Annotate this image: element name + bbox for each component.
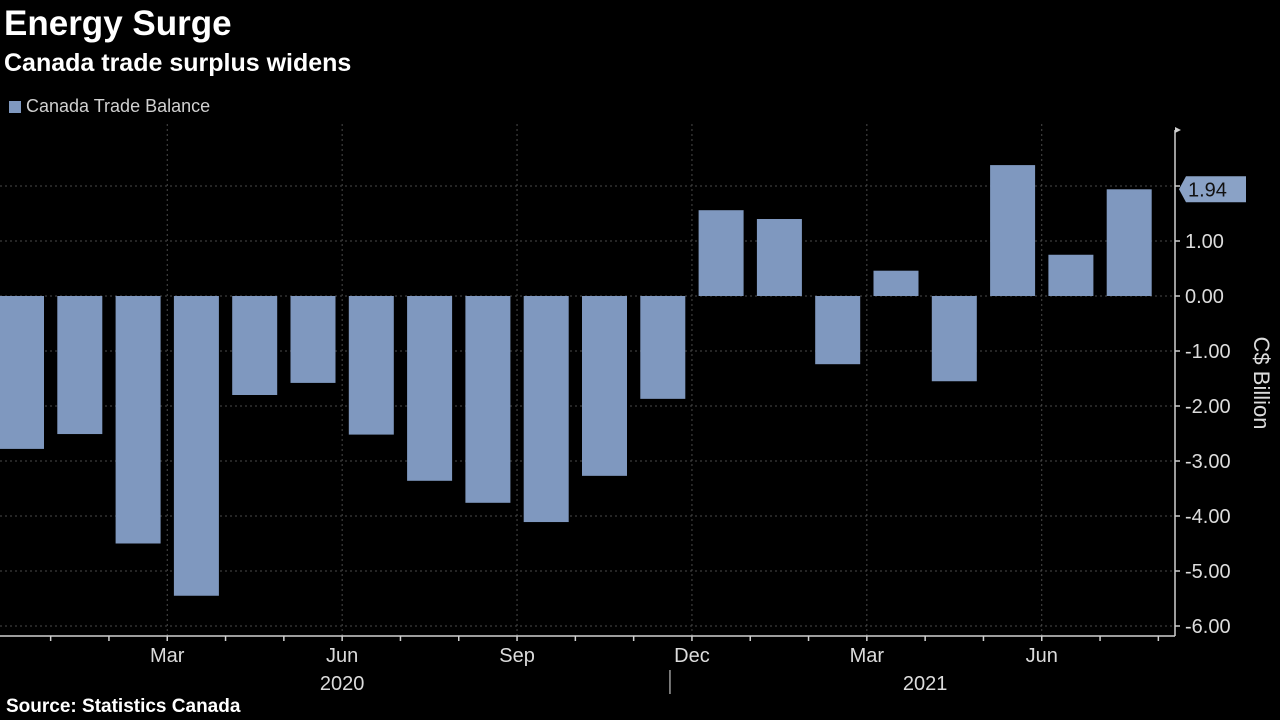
bar-2021-04 (873, 270, 919, 296)
bar-2020-09 (465, 296, 511, 503)
bar-2020-08 (407, 296, 453, 481)
x-month-label-3: Dec (674, 645, 710, 667)
source-note: Source: Statistics Canada (6, 696, 241, 717)
y-tick-label-5: -1.00 (1185, 341, 1231, 363)
y-tick-label-1: -5.00 (1185, 561, 1231, 583)
bar-2021-06 (990, 165, 1036, 296)
bar-2021-07 (1048, 254, 1094, 296)
x-month-label-5: Jun (1026, 645, 1058, 667)
bar-2020-10 (523, 296, 569, 523)
bar-2021-02 (756, 219, 802, 296)
legend-swatch (9, 100, 21, 113)
chart-subtitle: Canada trade surplus widens (4, 49, 352, 77)
x-year-label-0: 2020 (320, 673, 365, 695)
x-month-label-2: Sep (499, 645, 535, 667)
chart-title: Energy Surge (4, 4, 232, 43)
y-tick-label-3: -3.00 (1185, 451, 1231, 473)
bar-2020-03 (115, 296, 161, 544)
x-month-label-1: Jun (326, 645, 358, 667)
y-tick-label-6: 0.00 (1185, 286, 1224, 308)
bar-2020-02 (57, 296, 103, 435)
x-month-label-4: Mar (850, 645, 885, 667)
bar-2020-11 (582, 296, 627, 476)
bar-2021-03 (815, 296, 861, 365)
y-axis-title: C$ Billion (1249, 337, 1274, 430)
y-tick-label-7: 1.00 (1185, 231, 1224, 253)
chart-legend: Canada Trade Balance (9, 96, 210, 117)
y-tick-label-4: -2.00 (1185, 396, 1231, 418)
last-value-label-box (1179, 176, 1246, 203)
bar-2020-01 (0, 296, 44, 449)
x-year-label-1: 2021 (903, 673, 948, 695)
y-tick-label-2: -4.00 (1185, 506, 1231, 528)
legend-label: Canada Trade Balance (26, 96, 211, 116)
bar-2021-08 (1106, 189, 1152, 296)
x-month-label-0: Mar (150, 645, 185, 667)
bar-2021-05 (931, 296, 977, 382)
bar-2020-12 (640, 296, 686, 399)
bar-2020-05 (232, 296, 278, 395)
bar-2021-01 (698, 210, 744, 296)
y-tick-label-0: -6.00 (1185, 616, 1231, 638)
bar-2020-04 (173, 296, 219, 596)
bar-2020-07 (348, 296, 394, 435)
bar-2020-06 (290, 296, 336, 383)
last-value-label: 1.94 (1188, 179, 1227, 201)
y-axis-arrow (1175, 127, 1181, 133)
